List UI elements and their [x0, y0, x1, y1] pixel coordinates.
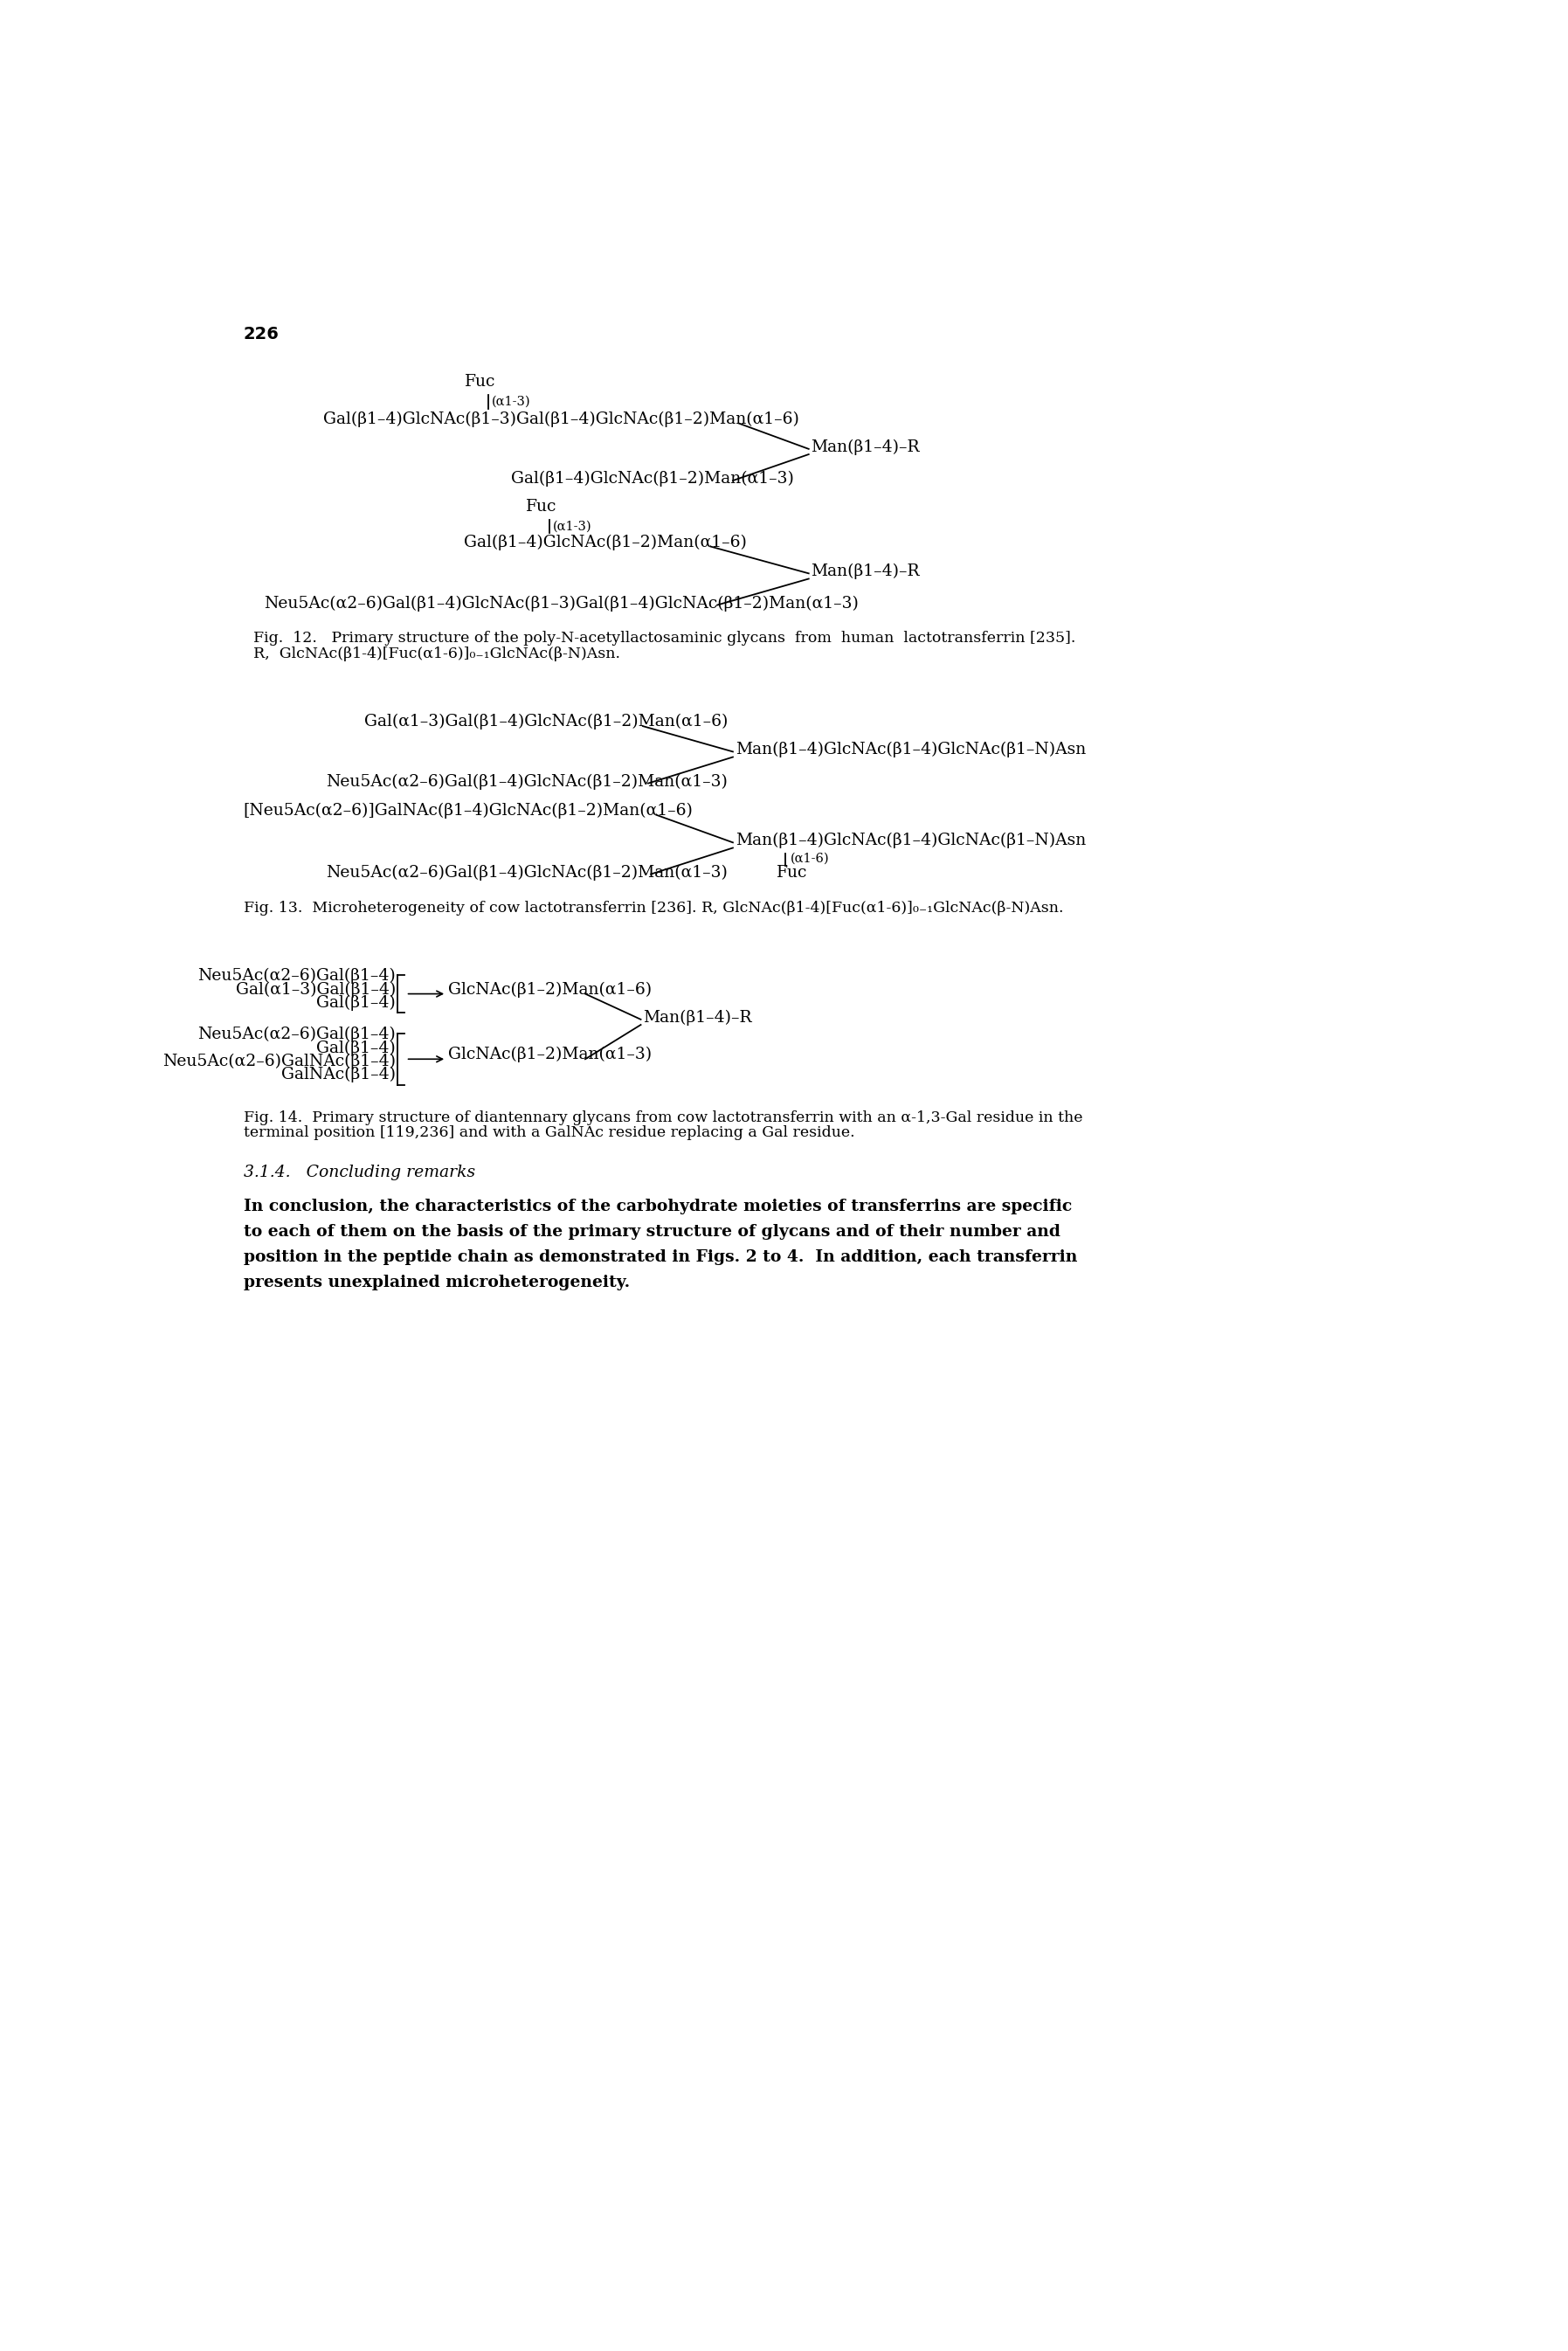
Text: Fuc: Fuc [525, 498, 557, 515]
Text: Man(β1–4)–R: Man(β1–4)–R [811, 564, 919, 581]
Text: Gal(β1–4)GlcNAc(β1–3)Gal(β1–4)GlcNAc(β1–2)Man(α1–6): Gal(β1–4)GlcNAc(β1–3)Gal(β1–4)GlcNAc(β1–… [323, 411, 800, 428]
Text: (α1-6): (α1-6) [790, 853, 829, 865]
Text: [Neu5Ac(α2–6)]GalNAc(β1–4)GlcNAc(β1–2)Man(α1–6): [Neu5Ac(α2–6)]GalNAc(β1–4)GlcNAc(β1–2)Ma… [243, 802, 693, 818]
Text: (α1-3): (α1-3) [554, 520, 591, 531]
Text: Fig. 14.  Primary structure of diantennary glycans from cow lactotransferrin wit: Fig. 14. Primary structure of diantennar… [243, 1110, 1082, 1126]
Text: Man(β1–4)GlcNAc(β1–4)GlcNAc(β1–N)Asn: Man(β1–4)GlcNAc(β1–4)GlcNAc(β1–N)Asn [735, 832, 1087, 849]
Text: position in the peptide chain as demonstrated in Figs. 2 to 4.  In addition, eac: position in the peptide chain as demonst… [243, 1248, 1077, 1265]
Text: Neu5Ac(α2–6)Gal(β1–4): Neu5Ac(α2–6)Gal(β1–4) [198, 1027, 395, 1041]
Text: Man(β1–4)–R: Man(β1–4)–R [643, 1009, 751, 1025]
Text: GlcNAc(β1–2)Man(α1–3): GlcNAc(β1–2)Man(α1–3) [448, 1046, 652, 1063]
Text: Gal(α1–3)Gal(β1–4)GlcNAc(β1–2)Man(α1–6): Gal(α1–3)Gal(β1–4)GlcNAc(β1–2)Man(α1–6) [364, 715, 728, 729]
Text: Gal(β1–4)GlcNAc(β1–2)Man(α1–6): Gal(β1–4)GlcNAc(β1–2)Man(α1–6) [464, 534, 746, 550]
Text: Gal(β1–4): Gal(β1–4) [317, 994, 395, 1011]
Text: 3.1.4.   Concluding remarks: 3.1.4. Concluding remarks [243, 1164, 475, 1180]
Text: presents unexplained microheterogeneity.: presents unexplained microheterogeneity. [243, 1274, 630, 1291]
Text: Neu5Ac(α2–6)Gal(β1–4): Neu5Ac(α2–6)Gal(β1–4) [198, 969, 395, 983]
Text: In conclusion, the characteristics of the carbohydrate moieties of transferrins : In conclusion, the characteristics of th… [243, 1199, 1071, 1213]
Text: to each of them on the basis of the primary structure of glycans and of their nu: to each of them on the basis of the prim… [243, 1225, 1060, 1239]
Text: Man(β1–4)GlcNAc(β1–4)GlcNAc(β1–N)Asn: Man(β1–4)GlcNAc(β1–4)GlcNAc(β1–N)Asn [735, 743, 1087, 757]
Text: Man(β1–4)–R: Man(β1–4)–R [811, 440, 919, 456]
Text: Fig. 13.  Microheterogeneity of cow lactotransferrin [236]. R, GlcNAc(β1-4)[Fuc(: Fig. 13. Microheterogeneity of cow lacto… [243, 900, 1063, 917]
Text: GlcNAc(β1–2)Man(α1–6): GlcNAc(β1–2)Man(α1–6) [448, 980, 652, 997]
Text: Fig.  12.   Primary structure of the poly-Ν-acetyllactosaminic glycans  from  hu: Fig. 12. Primary structure of the poly-Ν… [254, 630, 1076, 647]
Text: Neu5Ac(α2–6)GalNAc(β1–4): Neu5Ac(α2–6)GalNAc(β1–4) [163, 1053, 395, 1070]
Text: (α1-3): (α1-3) [492, 395, 532, 407]
Text: Neu5Ac(α2–6)Gal(β1–4)GlcNAc(β1–2)Man(α1–3): Neu5Ac(α2–6)Gal(β1–4)GlcNAc(β1–2)Man(α1–… [326, 865, 728, 879]
Text: Neu5Ac(α2–6)Gal(β1–4)GlcNAc(β1–2)Man(α1–3): Neu5Ac(α2–6)Gal(β1–4)GlcNAc(β1–2)Man(α1–… [326, 773, 728, 790]
Text: Gal(β1–4)GlcNAc(β1–2)Man(α1–3): Gal(β1–4)GlcNAc(β1–2)Man(α1–3) [511, 470, 793, 487]
Text: terminal position [119,236] and with a GalNAc residue replacing a Gal residue.: terminal position [119,236] and with a G… [243, 1126, 855, 1140]
Text: 226: 226 [243, 327, 279, 343]
Text: GalNAc(β1–4): GalNAc(β1–4) [281, 1067, 395, 1084]
Text: Neu5Ac(α2–6)Gal(β1–4)GlcNAc(β1–3)Gal(β1–4)GlcNAc(β1–2)Man(α1–3): Neu5Ac(α2–6)Gal(β1–4)GlcNAc(β1–3)Gal(β1–… [263, 595, 858, 611]
Text: Gal(α1–3)Gal(β1–4): Gal(α1–3)Gal(β1–4) [235, 980, 395, 997]
Text: Fuc: Fuc [464, 374, 495, 390]
Text: Fuc: Fuc [776, 865, 808, 882]
Text: Gal(β1–4): Gal(β1–4) [317, 1039, 395, 1056]
Text: R,  GlcNAc(β1-4)[Fuc(α1-6)]₀₋₁GlcNAc(β-N)Asn.: R, GlcNAc(β1-4)[Fuc(α1-6)]₀₋₁GlcNAc(β-N)… [254, 647, 621, 661]
